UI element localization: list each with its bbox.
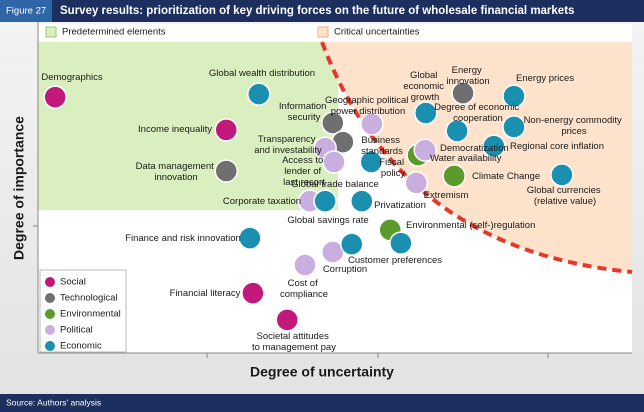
point-label: Non-energy commodity prices bbox=[524, 115, 625, 137]
data-point bbox=[404, 171, 429, 195]
chart-title: Survey results: prioritization of key dr… bbox=[60, 5, 574, 17]
point-label: Finance and risk innovation bbox=[125, 233, 241, 244]
data-point bbox=[414, 101, 438, 125]
region-label: Predetermined elements bbox=[62, 27, 166, 38]
y-axis-label: Degree of importance bbox=[11, 116, 27, 260]
point-label: Global savings rate bbox=[287, 215, 368, 226]
point-label: Income inequality bbox=[138, 124, 212, 135]
data-point bbox=[313, 189, 337, 213]
header-bar bbox=[0, 0, 644, 22]
figure-label: Figure 27 bbox=[6, 6, 46, 17]
data-point bbox=[451, 81, 475, 105]
legend-label: Economic bbox=[60, 341, 102, 352]
footer-bar bbox=[0, 394, 644, 412]
data-point bbox=[43, 85, 67, 109]
point-label: Global economic growth bbox=[403, 70, 446, 103]
data-point bbox=[482, 134, 506, 158]
point-label: Water availability bbox=[430, 153, 502, 164]
point-label: Extremism bbox=[424, 190, 469, 201]
point-label: Societal attitudes to management pay bbox=[252, 331, 336, 353]
data-point bbox=[241, 281, 265, 305]
region-label: Critical uncertainties bbox=[334, 27, 420, 38]
data-point bbox=[275, 308, 299, 332]
data-point bbox=[214, 118, 239, 142]
point-label: Privatization bbox=[374, 200, 426, 211]
point-label: Degree of economic cooperation bbox=[434, 102, 522, 124]
legend-swatch bbox=[45, 309, 55, 319]
legend-swatch bbox=[45, 277, 55, 287]
data-point bbox=[238, 226, 262, 250]
legend-label: Social bbox=[60, 277, 86, 288]
point-label: Demographics bbox=[41, 72, 102, 83]
point-label: Geographic political power distribution bbox=[325, 95, 411, 117]
point-label: Environmental (self-)regulation bbox=[406, 220, 535, 231]
legend-swatch bbox=[45, 341, 55, 351]
point-label: Democratization bbox=[440, 143, 509, 154]
predetermined-region bbox=[38, 42, 338, 210]
figure-box bbox=[0, 0, 52, 22]
data-point bbox=[214, 159, 239, 183]
point-label: Global wealth distribution bbox=[209, 68, 315, 79]
legend-label: Political bbox=[60, 325, 93, 336]
uncertainty-region bbox=[322, 42, 632, 272]
point-label: Transparency and investability bbox=[254, 134, 322, 156]
point-label: Fiscal policy bbox=[379, 157, 406, 179]
data-point bbox=[321, 111, 345, 135]
data-point bbox=[445, 119, 469, 143]
point-label: Global trade balance bbox=[291, 179, 379, 190]
data-point bbox=[389, 231, 413, 255]
data-point bbox=[502, 84, 526, 108]
source-note: Source: Authors' analysis bbox=[6, 397, 101, 407]
point-label: Information security bbox=[279, 101, 329, 123]
point-label: Cost of compliance bbox=[280, 278, 328, 300]
point-label: Business standards bbox=[361, 135, 403, 157]
data-point bbox=[247, 82, 271, 106]
legend-swatch bbox=[45, 325, 55, 335]
data-point bbox=[322, 150, 346, 174]
data-point bbox=[502, 115, 526, 139]
point-label: Corruption bbox=[323, 264, 367, 275]
region-key bbox=[45, 26, 57, 38]
point-label: Access to lender of last resort bbox=[282, 155, 326, 188]
data-point bbox=[360, 112, 384, 136]
region-key bbox=[317, 26, 329, 38]
data-point bbox=[359, 150, 384, 174]
legend-label: Technological bbox=[60, 293, 118, 304]
legend-label: Environmental bbox=[60, 309, 121, 320]
data-point bbox=[413, 138, 437, 162]
data-point bbox=[442, 164, 466, 188]
x-axis-label: Degree of uncertainty bbox=[250, 364, 394, 380]
point-label: Global currencies (relative value) bbox=[527, 185, 604, 207]
point-label: Regional core inflation bbox=[510, 141, 604, 152]
legend-swatch bbox=[45, 293, 55, 303]
data-point bbox=[350, 189, 374, 213]
point-label: Financial literacy bbox=[170, 288, 241, 299]
boundary-curve bbox=[320, 41, 633, 274]
point-label: Energy prices bbox=[516, 73, 574, 84]
data-point bbox=[550, 163, 574, 187]
point-label: Energy innovation bbox=[446, 65, 489, 87]
data-point bbox=[340, 232, 364, 256]
data-point bbox=[293, 253, 317, 277]
point-label: Climate Change bbox=[472, 171, 540, 182]
point-label: Corporate taxation bbox=[223, 196, 301, 207]
point-label: Customer preferences bbox=[348, 255, 442, 266]
point-label: Data management innovation bbox=[136, 161, 217, 183]
